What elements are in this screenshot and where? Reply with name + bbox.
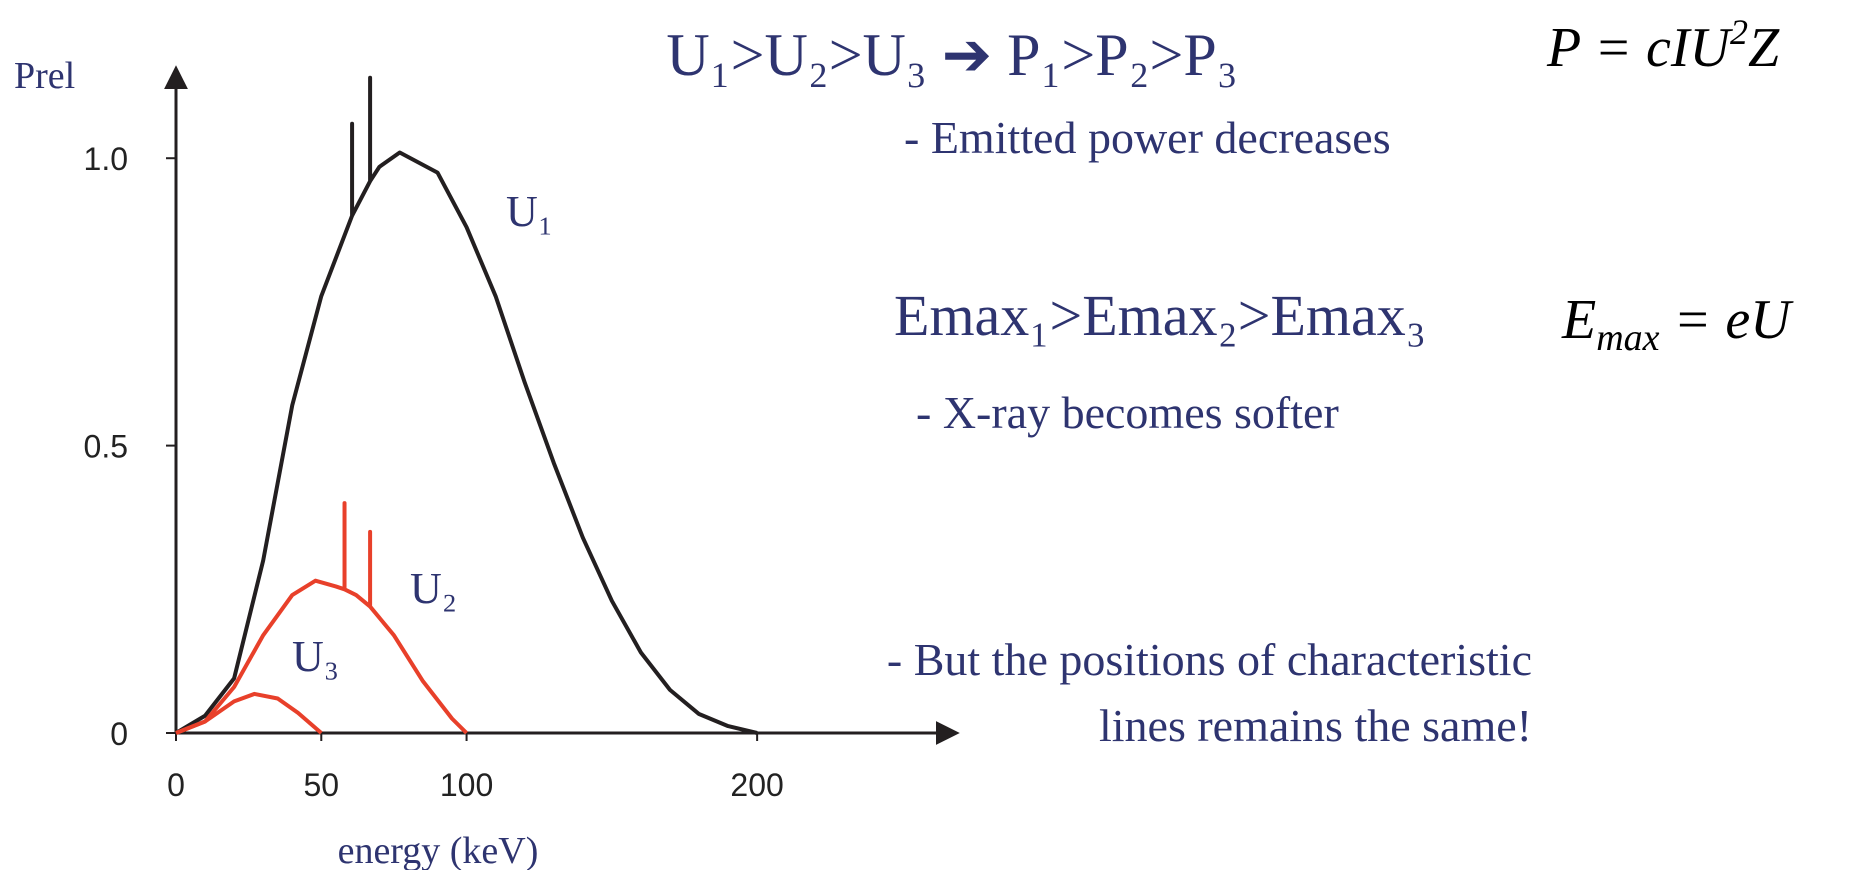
formula-part: P = cIU (1546, 17, 1733, 79)
y-axis-label: Prel (14, 55, 75, 97)
curve (174, 75, 758, 735)
note-power: - Emitted power decreases (904, 112, 1391, 163)
x-tick-label: 200 (730, 767, 783, 803)
relation-power: U₁>U₂>U₃ ➔ P₁>P₂>P₃ (666, 22, 1237, 88)
note-lines: - But the positions of characteristic (887, 634, 1532, 685)
x-tick-label: 0 (167, 767, 185, 803)
note-lines: lines remains the same! (1099, 700, 1532, 751)
y-tick-label: 0.5 (84, 429, 128, 465)
note-softer: - X-ray becomes softer (916, 387, 1339, 438)
x-axis-label: energy (keV) (338, 830, 539, 870)
relation-emax: Emax₁>Emax₂>Emax₃ (894, 283, 1426, 348)
y-tick-label: 1.0 (84, 141, 128, 177)
formula-emax: Emax = eU (1561, 289, 1794, 359)
curve-label: U₃ (292, 632, 339, 681)
curve-label: U₂ (410, 564, 457, 613)
formula-part: E (1561, 289, 1596, 351)
formula-part: = eU (1660, 289, 1795, 351)
formula-part: max (1596, 317, 1659, 359)
curve (175, 691, 323, 735)
curve (175, 501, 468, 735)
x-tick-label: 50 (303, 767, 339, 803)
formula-part: 2 (1730, 12, 1748, 52)
curve-label: U₁ (506, 187, 553, 236)
x-tick-label: 100 (440, 767, 493, 803)
y-tick-label: 0 (110, 716, 128, 752)
formula-power: P = cIU2Z (1546, 12, 1780, 79)
formula-part: Z (1748, 17, 1780, 79)
